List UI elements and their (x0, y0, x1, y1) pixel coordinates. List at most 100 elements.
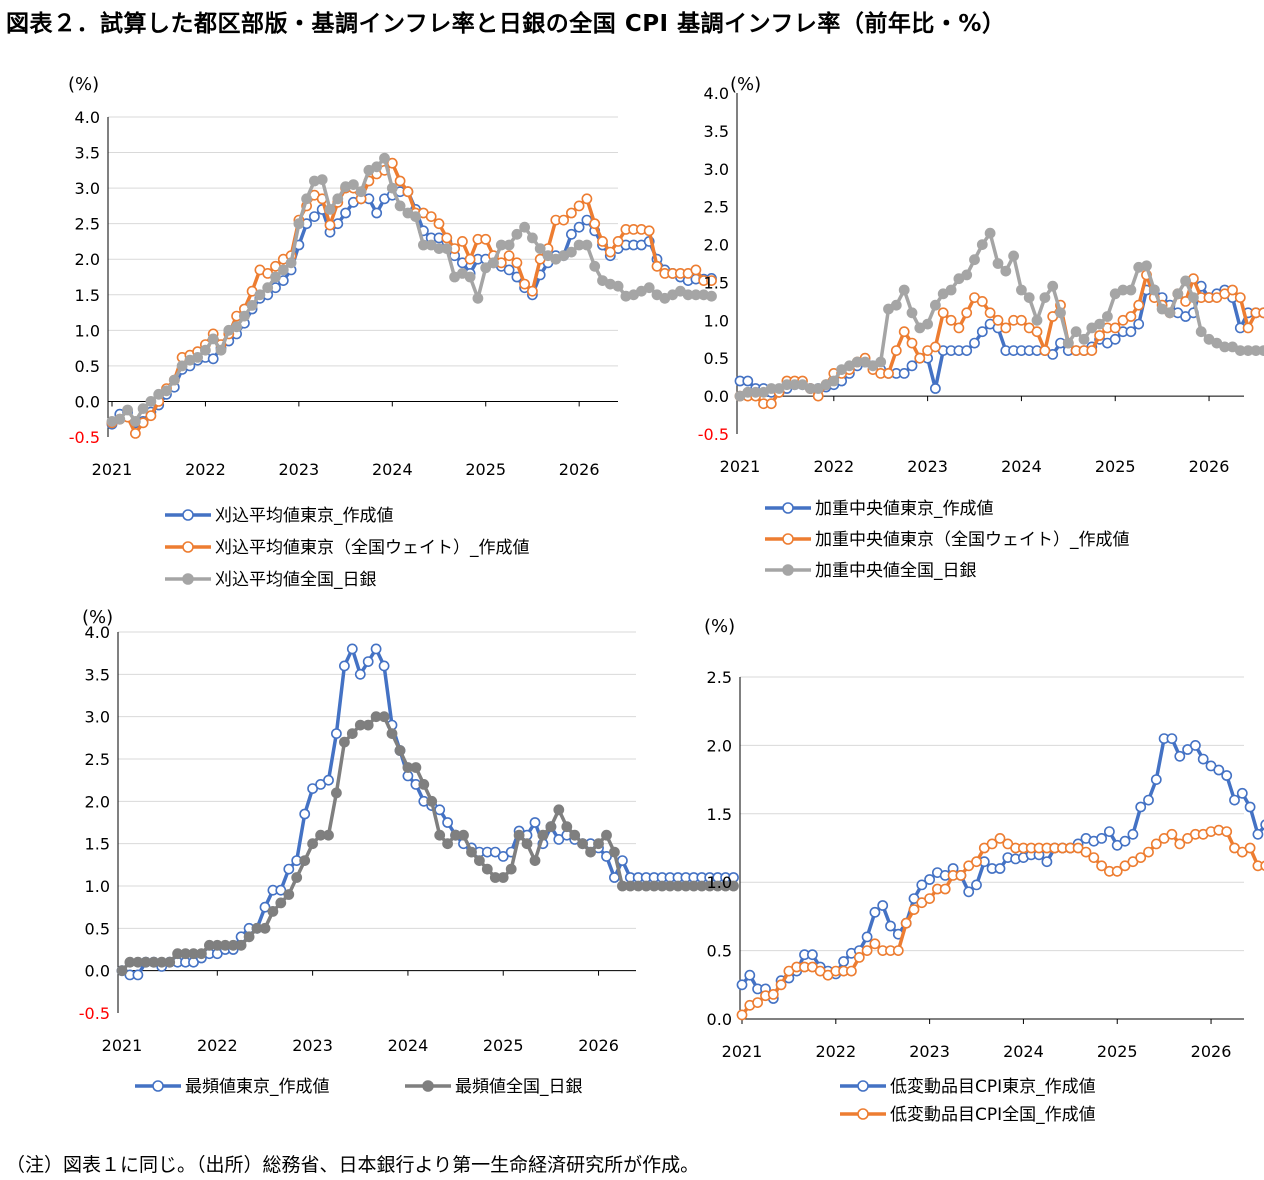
data-point (340, 207, 351, 219)
unit-label: (%) (68, 74, 99, 95)
data-point (323, 829, 334, 841)
data-point (1088, 852, 1100, 863)
legend-label: 加重中央値東京_作成値 (815, 499, 994, 519)
data-point (378, 711, 390, 723)
data-point (1080, 846, 1092, 858)
data-point (838, 956, 849, 967)
data-point (744, 969, 756, 981)
data-point (900, 917, 912, 929)
figure-title: 図表２．試算した都区部版・基調インフレ率と日銀の全国 CPI 基調インフレ率（前… (6, 11, 1006, 37)
data-point (1234, 292, 1246, 303)
data-point (585, 846, 596, 858)
data-point (1000, 265, 1012, 277)
data-point (553, 804, 565, 816)
legend-entry: 加重中央値東京（全国ウェイト）_作成値 (765, 530, 1130, 550)
data-point (971, 856, 982, 868)
data-point (908, 904, 920, 915)
series-3 (734, 227, 1264, 402)
y-tick-label: 1.5 (707, 805, 732, 824)
data-point (346, 728, 358, 739)
data-point (394, 200, 406, 212)
data-point (299, 808, 311, 820)
legend-swatch-marker (782, 564, 794, 576)
data-point (589, 218, 601, 230)
legend-swatch-marker (182, 573, 194, 585)
data-point (875, 356, 887, 368)
data-point (558, 214, 569, 226)
data-point (581, 239, 593, 251)
data-point (601, 851, 612, 862)
data-point (976, 295, 988, 307)
data-point (1150, 838, 1162, 850)
data-point (1221, 826, 1233, 837)
data-point (1104, 826, 1115, 837)
data-point (1190, 740, 1201, 751)
data-point (861, 945, 873, 956)
data-point (137, 403, 149, 414)
data-point (945, 284, 957, 296)
data-point (1125, 326, 1137, 338)
data-point (566, 228, 577, 240)
data-point (161, 385, 172, 397)
x-tick-label: 2025 (1097, 1042, 1138, 1061)
data-point (828, 375, 840, 387)
data-point (1094, 330, 1105, 341)
series-1 (116, 643, 739, 981)
x-tick-label: 2024 (1001, 457, 1042, 476)
y-tick-label: 0.0 (704, 387, 729, 406)
data-point (573, 200, 585, 212)
data-point (752, 997, 763, 1008)
data-point (971, 879, 982, 891)
legend-label: 刈込平均値東京（全国ウェイト）_作成値 (215, 538, 530, 558)
data-point (906, 360, 918, 372)
data-point (441, 243, 453, 254)
data-point (347, 179, 359, 190)
legend-swatch-marker (857, 1080, 869, 1092)
data-point (775, 979, 787, 991)
series-2 (736, 824, 1264, 1021)
x-tick-label: 2024 (1003, 1042, 1044, 1061)
y-tick-label: -0.5 (698, 425, 729, 444)
data-point (604, 246, 616, 258)
data-point (976, 326, 988, 338)
data-point (566, 246, 577, 258)
data-point (308, 211, 320, 222)
data-point (362, 656, 374, 667)
data-point (617, 855, 628, 866)
data-point (593, 838, 604, 850)
data-point (215, 344, 227, 356)
data-point (378, 660, 390, 672)
legend-label: 低変動品目CPI全国_作成値 (890, 1105, 1096, 1125)
data-point (1166, 828, 1178, 840)
x-tick-label: 2024 (388, 1036, 429, 1055)
data-point (1260, 860, 1264, 871)
data-point (736, 979, 748, 991)
y-tick-label: 1.5 (75, 286, 100, 305)
data-point (969, 337, 980, 349)
data-point (527, 285, 538, 297)
x-tick-label: 2026 (578, 1036, 619, 1055)
data-point (573, 221, 585, 233)
data-point (994, 863, 1006, 874)
data-point (569, 829, 581, 841)
data-point (1008, 250, 1019, 262)
data-point (464, 253, 476, 265)
data-point (132, 969, 144, 981)
data-point (164, 956, 176, 968)
data-point (1195, 326, 1207, 338)
unit-label: (%) (704, 616, 735, 637)
data-point (441, 232, 453, 244)
chart-panel-1: -0.5 0.0 0.5 1.0 1.5 2.0 2.5 3.0 3.5 4.0 2021 2022 2… (68, 74, 717, 590)
data-point (480, 262, 492, 274)
data-point (231, 321, 242, 333)
y-tick-label: 0.5 (75, 357, 100, 376)
data-point (1096, 833, 1107, 844)
data-point (1258, 345, 1264, 356)
data-point (1039, 292, 1051, 303)
x-tick-label: 2026 (1191, 1042, 1232, 1061)
data-point (883, 367, 894, 379)
data-point (961, 269, 973, 281)
y-tick-label: 3.5 (75, 144, 100, 163)
unit-label: (%) (730, 74, 761, 95)
data-point (235, 939, 247, 951)
